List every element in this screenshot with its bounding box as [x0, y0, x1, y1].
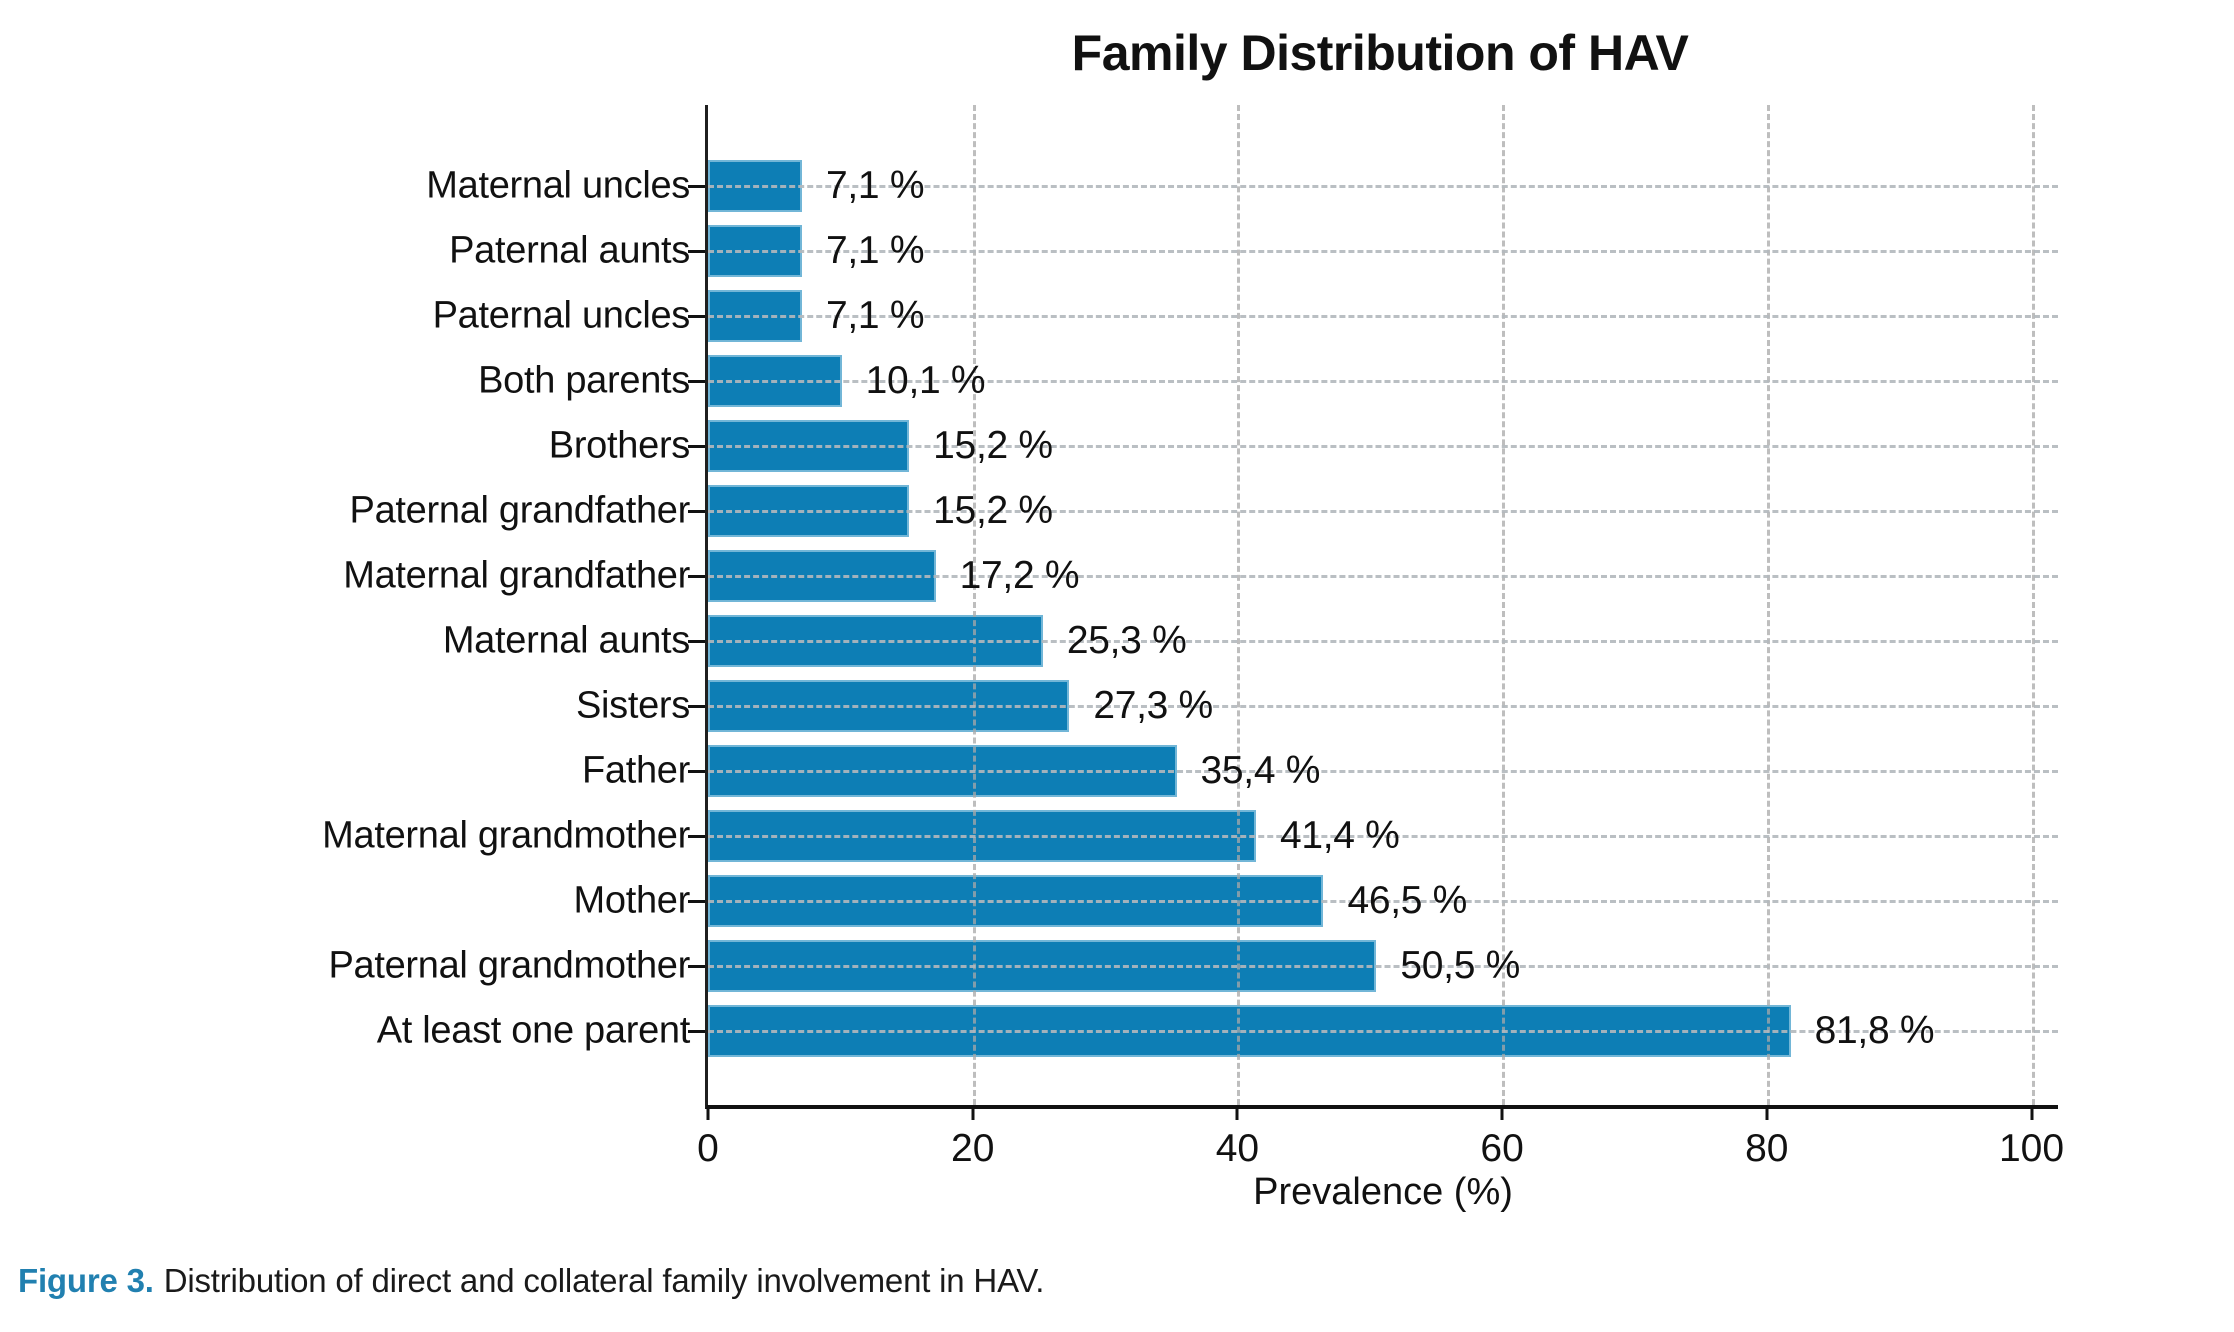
- x-tick-label: 80: [1745, 1127, 1789, 1170]
- bar: [708, 485, 910, 537]
- figure-caption: Figure 3. Distribution of direct and coll…: [18, 1262, 1044, 1300]
- y-tick: [688, 249, 705, 253]
- row-gridline: [708, 509, 2058, 513]
- bar: [708, 875, 1324, 927]
- x-tick-label: 0: [697, 1127, 719, 1170]
- value-label: 25,3 %: [1066, 619, 1187, 662]
- y-tick: [688, 639, 705, 643]
- category-label: Sisters: [575, 684, 690, 727]
- y-tick: [688, 1029, 705, 1033]
- bar: [708, 290, 802, 342]
- x-tick: [1235, 1105, 1239, 1120]
- value-label: 7,1 %: [825, 229, 925, 272]
- category-label: Mother: [573, 879, 691, 922]
- y-tick: [688, 704, 705, 708]
- category-label: Maternal grandmother: [322, 814, 690, 857]
- y-tick: [688, 444, 705, 448]
- plot-area: 0 20 40 60 80 100 Maternal uncles 7,1 % Paternal…: [322, 105, 2064, 1213]
- category-label: Maternal aunts: [442, 619, 690, 662]
- row-gridline: [708, 444, 2058, 448]
- bar: [708, 420, 910, 472]
- y-tick: [688, 314, 705, 318]
- bar: [708, 680, 1070, 732]
- value-label: 10,1 %: [865, 359, 986, 402]
- bar: [708, 1005, 1791, 1057]
- x-tick-label: 20: [951, 1127, 995, 1170]
- bar: [708, 615, 1043, 667]
- category-label: Paternal aunts: [449, 229, 690, 272]
- y-tick: [688, 899, 705, 903]
- category-label: Paternal grandfather: [349, 489, 691, 532]
- bar: [708, 225, 802, 277]
- category-label: Both parents: [478, 359, 690, 402]
- y-tick: [688, 834, 705, 838]
- value-label: 50,5 %: [1400, 944, 1520, 987]
- category-label: Father: [581, 749, 690, 792]
- x-gridline: [1766, 105, 1770, 1105]
- x-tick: [1500, 1105, 1504, 1120]
- category-label: Maternal uncles: [426, 164, 690, 207]
- value-label: 81,8 %: [1814, 1009, 1935, 1052]
- value-label: 35,4 %: [1200, 749, 1321, 792]
- y-tick: [688, 769, 705, 773]
- value-label: 7,1 %: [825, 164, 925, 207]
- y-tick: [688, 509, 705, 513]
- value-label: 7,1 %: [825, 294, 925, 337]
- category-label: Paternal uncles: [432, 294, 691, 337]
- chart-title: Family Distribution of HAV: [1071, 25, 1689, 81]
- category-label: At least one parent: [376, 1009, 691, 1052]
- bar: [708, 810, 1256, 862]
- bar: [708, 745, 1177, 797]
- value-label: 17,2 %: [959, 554, 1080, 597]
- value-label: 15,2 %: [933, 424, 1053, 467]
- figure-caption-text: Distribution of direct and collateral fa…: [163, 1262, 1045, 1299]
- bar: [708, 550, 936, 602]
- value-label: 27,3 %: [1093, 684, 1213, 727]
- x-tick-label: 100: [1998, 1127, 2065, 1170]
- value-label: 46,5 %: [1347, 879, 1468, 922]
- category-label: Brothers: [548, 424, 691, 467]
- x-tick: [706, 1105, 710, 1120]
- category-label: Paternal grandmother: [328, 944, 690, 987]
- x-tick-label: 60: [1480, 1127, 1524, 1170]
- x-gridline: [2031, 105, 2035, 1105]
- bar: [708, 355, 842, 407]
- bar: [708, 940, 1377, 992]
- value-label: 15,2 %: [933, 489, 1053, 532]
- category-label: Maternal grandfather: [343, 554, 690, 597]
- y-tick: [688, 184, 705, 188]
- x-tick-label: 40: [1215, 1127, 1260, 1170]
- x-tick: [971, 1105, 975, 1120]
- y-tick: [688, 964, 705, 968]
- y-tick: [688, 379, 705, 383]
- figure-caption-label: Figure 3.: [18, 1262, 154, 1299]
- x-axis-label: Prevalence (%): [1253, 1171, 1513, 1213]
- value-label: 41,4 %: [1279, 814, 1400, 857]
- y-tick: [688, 574, 705, 578]
- bar: [708, 160, 802, 212]
- x-tick: [1765, 1105, 1769, 1120]
- x-tick: [2030, 1105, 2034, 1120]
